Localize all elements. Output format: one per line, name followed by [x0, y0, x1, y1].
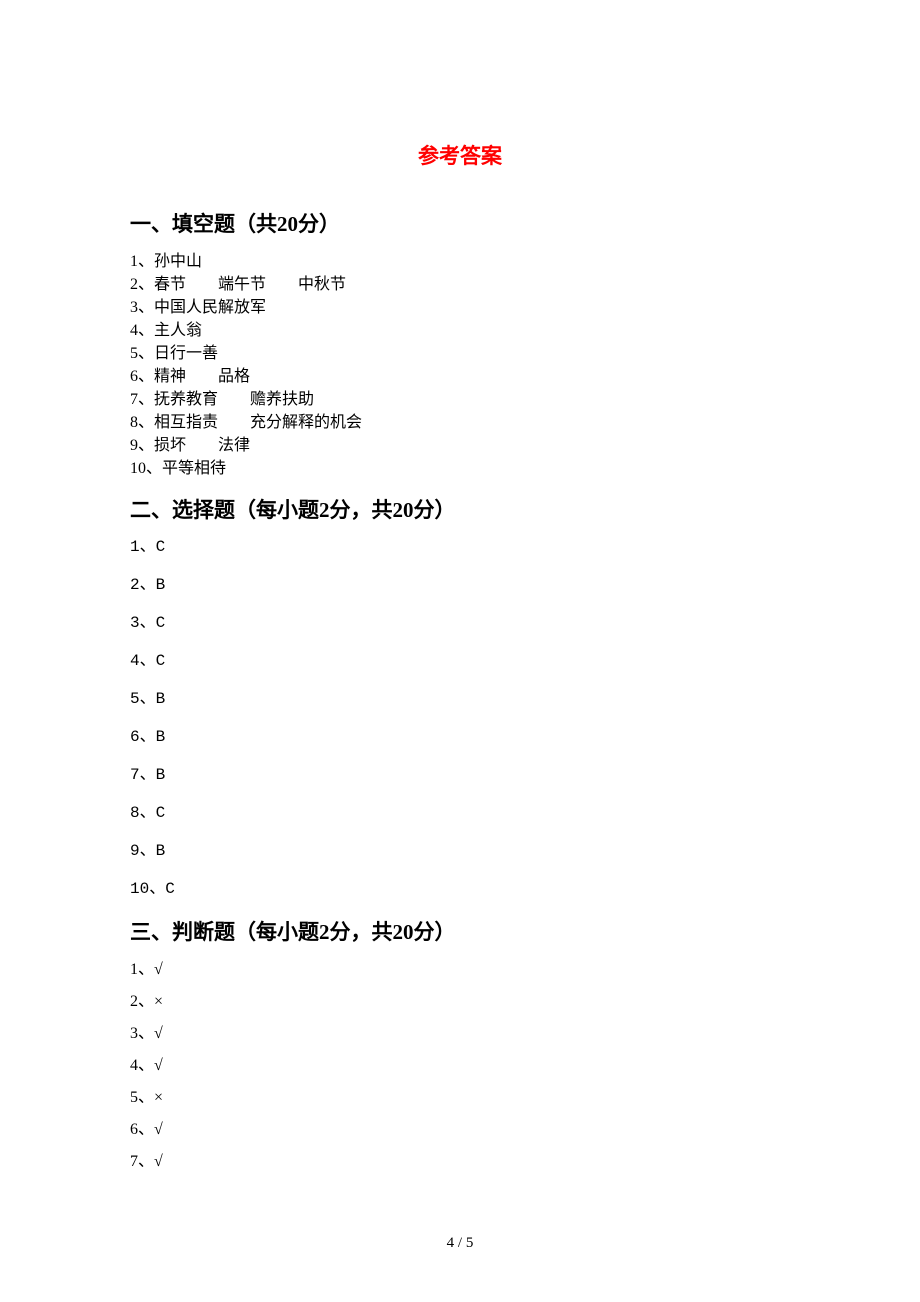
- judge-answer: 3、√: [130, 1022, 790, 1045]
- choice-answer: 4、C: [130, 650, 790, 673]
- choice-answer: 6、B: [130, 726, 790, 749]
- judge-answer: 6、√: [130, 1118, 790, 1141]
- page-number: 4 / 5: [0, 1235, 920, 1252]
- section-1-heading: 一、填空题（共20分）: [130, 208, 790, 238]
- judge-answers-block: 1、√ 2、× 3、√ 4、√ 5、× 6、√ 7、√: [130, 958, 790, 1173]
- fill-answer: 5、日行一善: [130, 342, 790, 365]
- choice-answers-block: 1、C 2、B 3、C 4、C 5、B 6、B 7、B 8、C 9、B 10、C: [130, 536, 790, 901]
- choice-answer: 1、C: [130, 536, 790, 559]
- section-2-heading: 二、选择题（每小题2分，共20分）: [130, 494, 790, 524]
- choice-answer: 2、B: [130, 574, 790, 597]
- choice-answer: 10、C: [130, 878, 790, 901]
- choice-answer: 5、B: [130, 688, 790, 711]
- judge-answer: 1、√: [130, 958, 790, 981]
- fill-answer: 7、抚养教育 赡养扶助: [130, 388, 790, 411]
- judge-answer: 4、√: [130, 1054, 790, 1077]
- fill-answer: 4、主人翁: [130, 319, 790, 342]
- choice-answer: 8、C: [130, 802, 790, 825]
- judge-answer: 2、×: [130, 990, 790, 1013]
- fill-answer: 8、相互指责 充分解释的机会: [130, 411, 790, 434]
- choice-answer: 7、B: [130, 764, 790, 787]
- page-content: 参考答案 一、填空题（共20分） 1、孙中山 2、春节 端午节 中秋节 3、中国…: [0, 0, 920, 1243]
- choice-answer: 9、B: [130, 840, 790, 863]
- fill-answer: 2、春节 端午节 中秋节: [130, 273, 790, 296]
- fill-answer: 6、精神 品格: [130, 365, 790, 388]
- judge-answer: 5、×: [130, 1086, 790, 1109]
- fill-answer: 9、损坏 法律: [130, 434, 790, 457]
- fill-answers-block: 1、孙中山 2、春节 端午节 中秋节 3、中国人民解放军 4、主人翁 5、日行一…: [130, 250, 790, 480]
- fill-answer: 1、孙中山: [130, 250, 790, 273]
- answer-key-title: 参考答案: [130, 140, 790, 170]
- section-3-heading: 三、判断题（每小题2分，共20分）: [130, 916, 790, 946]
- fill-answer: 3、中国人民解放军: [130, 296, 790, 319]
- judge-answer: 7、√: [130, 1150, 790, 1173]
- fill-answer: 10、平等相待: [130, 457, 790, 480]
- choice-answer: 3、C: [130, 612, 790, 635]
